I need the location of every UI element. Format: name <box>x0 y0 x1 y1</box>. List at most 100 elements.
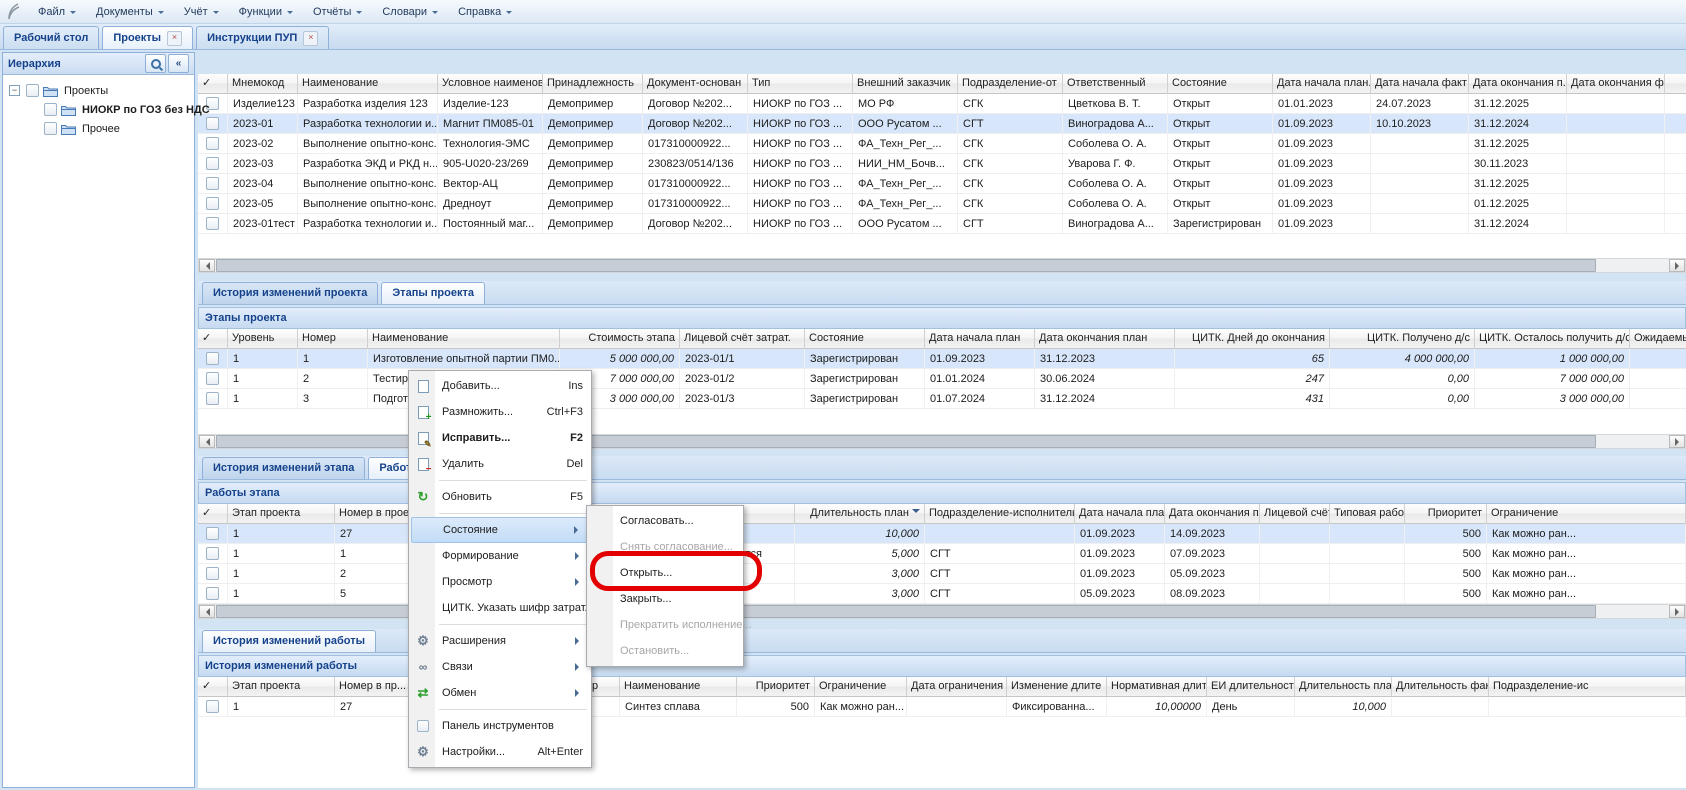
column-header[interactable]: Документ-основан <box>643 74 748 94</box>
tab[interactable]: Этапы проекта <box>381 282 485 304</box>
tree-item[interactable]: − Проекты <box>3 81 194 100</box>
tab[interactable]: История изменений проекта <box>202 282 379 304</box>
scroll-left-icon[interactable] <box>199 259 215 272</box>
tree-checkbox[interactable] <box>44 103 57 116</box>
column-header[interactable]: Типовая работа <box>1330 504 1405 524</box>
column-header[interactable]: Номер в прое... <box>335 504 428 524</box>
column-header[interactable]: Приоритет <box>1405 504 1487 524</box>
menu-item[interactable]: Согласовать... <box>589 508 741 534</box>
menubar-item[interactable]: Учёт <box>174 3 229 21</box>
column-header[interactable]: Длительность пла <box>1295 677 1392 697</box>
menu-item[interactable]: Панель инструментов <box>411 713 589 739</box>
column-header[interactable]: ЦИТК. Осталось получить д/с <box>1475 329 1630 349</box>
menubar-item[interactable]: Справка <box>448 3 522 21</box>
menu-item[interactable]: ⇄ Обмен <box>411 680 589 706</box>
menu-item[interactable]: Открыть... <box>589 560 741 586</box>
column-header[interactable]: Дата начала план. <box>1075 504 1165 524</box>
column-header[interactable]: Состояние <box>805 329 925 349</box>
row-checkbox[interactable] <box>206 117 219 130</box>
table-row[interactable]: 2023-04 Выполнение опытно-конс... Вектор-А… <box>198 174 1686 194</box>
column-header[interactable]: Принадлежность <box>543 74 643 94</box>
menubar-item[interactable]: Функции <box>229 3 303 21</box>
column-header[interactable]: Лицевой счёт затрат. <box>680 329 805 349</box>
column-header[interactable]: Дата ограничения <box>907 677 1007 697</box>
horizontal-scrollbar[interactable] <box>198 258 1686 273</box>
column-header[interactable]: Внешний заказчик <box>853 74 958 94</box>
column-header[interactable]: Дата окончания ф <box>1567 74 1665 94</box>
menubar-item[interactable]: Документы <box>86 3 174 21</box>
tree-expander-icon[interactable]: − <box>9 85 20 96</box>
scroll-left-icon[interactable] <box>199 605 215 618</box>
column-header[interactable]: Тип <box>748 74 853 94</box>
column-header[interactable]: Изменение длите <box>1007 677 1107 697</box>
menu-item[interactable]: Состояние <box>411 517 589 543</box>
column-header[interactable]: ✓ <box>198 504 228 524</box>
column-header[interactable]: Ограничение <box>815 677 907 697</box>
row-checkbox[interactable] <box>206 137 219 150</box>
row-checkbox[interactable] <box>206 352 219 365</box>
row-checkbox[interactable] <box>206 157 219 170</box>
collapse-panel-button[interactable]: « <box>168 54 189 73</box>
table-row[interactable]: 2023-05 Выполнение опытно-конс... Дредноут… <box>198 194 1686 214</box>
search-button[interactable] <box>145 54 166 73</box>
menu-item[interactable]: ⚙ Настройки... Alt+Enter <box>411 739 589 765</box>
column-header[interactable]: Дата окончания п. <box>1469 74 1567 94</box>
column-header[interactable]: ✓ <box>198 677 228 697</box>
tab[interactable]: История изменений этапа <box>202 457 366 479</box>
menu-item[interactable]: ✎ Исправить... F2 <box>411 425 589 451</box>
column-header[interactable]: Дата окончания план <box>1165 504 1260 524</box>
column-header[interactable]: Условное наименова <box>438 74 543 94</box>
column-header[interactable]: Подразделение-ис <box>1489 677 1686 697</box>
column-header[interactable]: ЦИТК. Получено д/с <box>1330 329 1475 349</box>
menu-item[interactable]: ∞ Связи <box>411 654 589 680</box>
menubar-item[interactable]: Файл <box>28 3 86 21</box>
row-checkbox[interactable] <box>206 567 219 580</box>
menu-item[interactable]: Остановить... <box>589 638 741 664</box>
column-header[interactable]: Дата начала план <box>925 329 1035 349</box>
column-header[interactable]: Дата начала факт <box>1371 74 1469 94</box>
scroll-right-icon[interactable] <box>1669 435 1685 448</box>
column-header[interactable]: Ожидаемые <box>1630 329 1686 349</box>
table-row[interactable]: Изделие123 Разработка изделия 123 Изделие-… <box>198 94 1686 114</box>
scroll-left-icon[interactable] <box>199 435 215 448</box>
tree-item[interactable]: Прочее <box>3 119 194 138</box>
tab-close-icon[interactable]: × <box>167 30 183 46</box>
menu-item[interactable]: ↻ Обновить F5 <box>411 484 589 510</box>
row-checkbox[interactable] <box>206 587 219 600</box>
table-row[interactable]: 1 1 Изготовление опытной партии ПМ0... 5 00… <box>198 349 1686 369</box>
column-header[interactable]: Стоимость этапа <box>560 329 680 349</box>
column-header[interactable]: Дата начала план. <box>1273 74 1371 94</box>
column-header[interactable]: ЕИ длительности <box>1207 677 1295 697</box>
table-row[interactable]: 2023-01тест Разработка технологии и... Пос… <box>198 214 1686 234</box>
menu-item[interactable]: Снять согласование... <box>589 534 741 560</box>
menu-item[interactable]: Просмотр <box>411 569 589 595</box>
tree-checkbox[interactable] <box>44 122 57 135</box>
column-header[interactable]: Этап проекта <box>228 504 335 524</box>
menu-item[interactable]: − Удалить Del <box>411 451 589 477</box>
column-header[interactable]: Нормативная длит <box>1107 677 1207 697</box>
column-header[interactable]: Лицевой счёт затр <box>1260 504 1330 524</box>
scrollbar-thumb[interactable] <box>216 259 1596 272</box>
tab[interactable]: Инструкции ПУП × <box>196 26 330 49</box>
menu-item[interactable]: ⚙ Расширения <box>411 628 589 654</box>
row-checkbox[interactable] <box>206 197 219 210</box>
column-header[interactable]: Номер в пр... <box>335 677 428 697</box>
row-checkbox[interactable] <box>206 97 219 110</box>
row-checkbox[interactable] <box>206 372 219 385</box>
column-header[interactable]: Ответственный <box>1063 74 1168 94</box>
row-checkbox[interactable] <box>206 217 219 230</box>
column-header[interactable]: Мнемокод <box>228 74 298 94</box>
column-header[interactable]: Уровень <box>228 329 298 349</box>
table-row[interactable]: 2023-03 Разработка ЭКД и РКД н... 905-U020… <box>198 154 1686 174</box>
column-header[interactable]: Номер <box>298 329 368 349</box>
menubar-item[interactable]: Словари <box>372 3 448 21</box>
row-checkbox[interactable] <box>206 547 219 560</box>
tab[interactable]: Проекты × <box>102 26 194 49</box>
row-checkbox[interactable] <box>206 392 219 405</box>
column-header[interactable]: Этап проекта <box>228 677 335 697</box>
tab[interactable]: История изменений работы <box>202 630 376 652</box>
scroll-right-icon[interactable] <box>1669 605 1685 618</box>
table-row[interactable]: 2023-01 Разработка технологии и... Магнит … <box>198 114 1686 134</box>
table-row[interactable]: 2023-02 Выполнение опытно-конс... Технолог… <box>198 134 1686 154</box>
column-header[interactable]: Подразделение-от <box>958 74 1063 94</box>
